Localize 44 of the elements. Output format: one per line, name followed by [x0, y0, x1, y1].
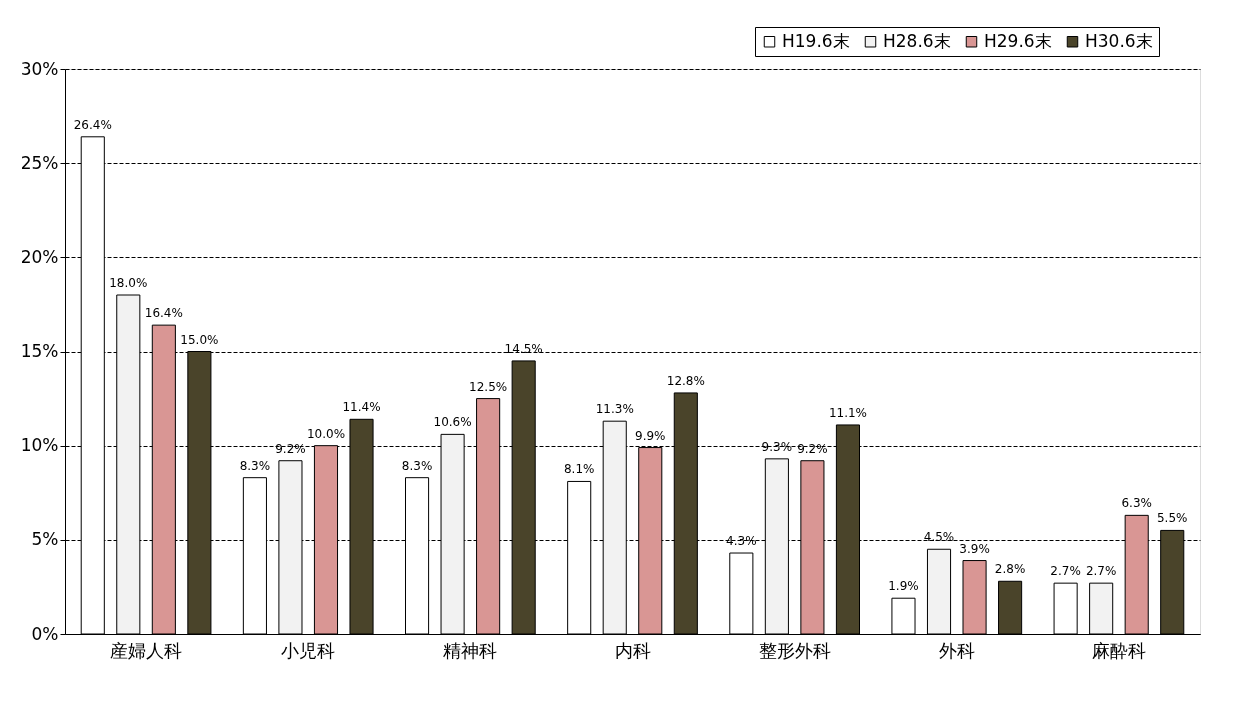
data-label: 18.0% [109, 276, 148, 290]
x-tick-label: 整形外科 [758, 639, 831, 661]
x-tick-label: 麻酔科 [1091, 639, 1146, 661]
legend-label: H19.6末 [782, 30, 850, 51]
legend-label: H30.6末 [1085, 30, 1153, 51]
data-label: 4.3% [726, 534, 757, 549]
data-label: 9.2% [275, 441, 306, 456]
y-tick-label: 0% [31, 623, 59, 644]
legend-label: H29.6末 [984, 30, 1052, 51]
data-label: 26.4% [73, 117, 112, 132]
data-label: 11.3% [595, 402, 634, 417]
data-label: 11.4% [342, 400, 381, 415]
x-tick-label: 小児科 [281, 639, 336, 661]
data-label: 15.0% [180, 332, 219, 347]
y-tick-label: 10% [20, 435, 59, 456]
x-tick-label: 精神科 [443, 639, 498, 661]
legend-label: H28.6末 [883, 30, 951, 51]
data-label: 9.9% [635, 428, 666, 443]
data-label: 12.8% [666, 373, 705, 388]
data-label: 5.5% [1156, 511, 1188, 526]
data-label: 2.8% [994, 562, 1026, 577]
y-tick-label: 20% [20, 246, 59, 267]
data-label: 16.4% [144, 306, 183, 321]
y-tick-label: 25% [20, 152, 59, 173]
data-label: 10.6% [433, 415, 472, 430]
data-label: 8.3% [239, 458, 271, 473]
data-label: 8.3% [401, 458, 433, 473]
data-label: 9.3% [761, 439, 793, 454]
y-tick-label: 5% [31, 529, 59, 550]
data-label: 1.9% [888, 579, 919, 594]
data-label: 2.7% [1050, 564, 1081, 579]
x-tick-label: 内科 [614, 639, 651, 661]
data-label: 12.5% [469, 379, 508, 394]
data-label: 2.7% [1085, 564, 1117, 579]
data-label: 11.1% [828, 405, 868, 420]
x-tick-label: 外科 [938, 639, 975, 661]
y-tick-label: 15% [20, 341, 59, 361]
data-label: 6.3% [1121, 496, 1152, 511]
data-label: 8.1% [563, 462, 595, 477]
x-tick-label: 産婦人科 [110, 639, 183, 661]
data-label: 10.0% [306, 426, 346, 441]
data-label: 3.9% [959, 541, 990, 556]
data-label: 9.2% [797, 441, 828, 456]
y-tick-label: 30% [20, 58, 59, 79]
